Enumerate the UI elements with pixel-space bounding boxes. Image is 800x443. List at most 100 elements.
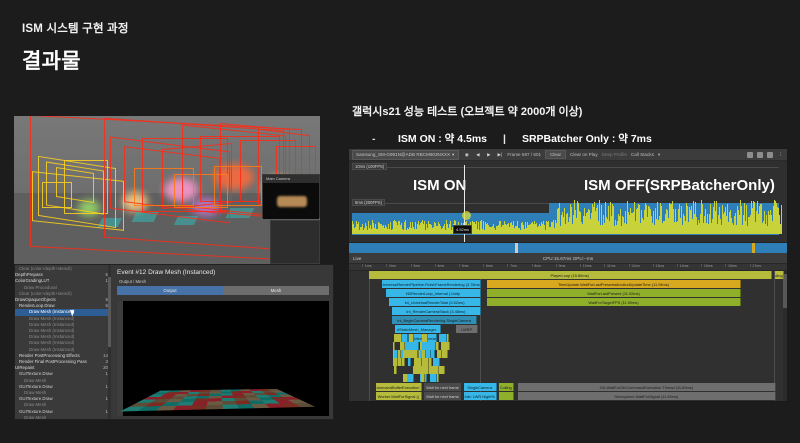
flame-bar-small[interactable] — [407, 374, 415, 382]
camera-preview-panel[interactable]: Main Camera — [262, 174, 320, 218]
render-target-preview — [117, 301, 329, 416]
profiler-chart[interactable]: 10ms (100FPS) 5ms (200FPS) ISM ON ISM OF… — [349, 161, 787, 243]
flame-bar-small[interactable] — [422, 366, 429, 374]
flame-bar-small[interactable] — [441, 342, 450, 350]
unity-scene-view[interactable]: Main Camera — [14, 116, 320, 264]
flame-scrollbar[interactable] — [783, 271, 787, 402]
flame-bar-small[interactable] — [429, 342, 435, 350]
camera-preview-body — [263, 183, 319, 219]
flame-bar-small[interactable] — [442, 350, 448, 358]
gear-icon[interactable] — [767, 152, 773, 158]
chevron-down-icon: ▾ — [452, 152, 454, 158]
event-breadcrumb: Output / Mesh — [111, 276, 333, 286]
chevron-down-icon: ▾ — [658, 152, 660, 158]
next-frame-button[interactable]: ▶ — [485, 152, 492, 158]
flame-bar[interactable]: Idle: LWR.Night% — [464, 392, 497, 400]
call-stacks-dropdown[interactable]: Call Stacks — [631, 152, 654, 157]
flame-bar-small[interactable] — [424, 334, 429, 342]
ruler-tick-label: 17ms — [752, 264, 761, 268]
scene-hierarchy-overlay[interactable] — [270, 220, 320, 264]
ruler-tick-label: 7ms — [510, 264, 517, 268]
clear-button[interactable]: Clear — [545, 150, 566, 159]
frame-debugger-event-tree[interactable]: Clear (color+depth+stencil) DepthPrepass 6… — [15, 265, 111, 419]
ruler-tick-label: 13ms — [655, 264, 664, 268]
flame-bar[interactable]: Culling — [499, 383, 514, 391]
flame-bar[interactable]: CommandBufferExecution T — [376, 383, 422, 391]
flame-bar[interactable]: LWRP — [456, 325, 478, 333]
timeline-header[interactable]: Live CPU:15.67ms GPU:--ms — [349, 253, 787, 264]
timeline-flame-chart[interactable]: PlayerLoop (15.80ms)Loading (0.. Universa… — [349, 271, 787, 402]
ruler-tick-label: 14ms — [680, 264, 689, 268]
clear-on-play-toggle[interactable]: Clear on Play — [570, 152, 598, 157]
ruler-tick — [580, 264, 581, 267]
tree-row-label: Draw Mesh — [24, 415, 46, 419]
flame-bar[interactable]: PlayerLoop (15.80ms) — [369, 271, 772, 279]
flame-bar-small[interactable] — [414, 350, 419, 358]
flame-bar-small[interactable] — [429, 366, 439, 374]
menu-icon[interactable]: ⋮ — [777, 152, 784, 158]
deep-profile-toggle[interactable]: Deep Profile — [602, 152, 627, 157]
flame-bar-small[interactable] — [414, 358, 422, 366]
ruler-tick — [532, 264, 533, 267]
flame-bar[interactable]: Gfx.WaitForGfxCommandExecution Thread (1… — [518, 383, 776, 391]
flame-bar[interactable]: HDRenderLoop_Internal | Unity — [386, 289, 481, 297]
first-frame-button[interactable]: ◀ — [474, 152, 481, 158]
tab-output[interactable]: Output — [117, 286, 223, 295]
frame-debugger-tree-row[interactable]: Draw Mesh — [15, 415, 111, 419]
flame-bar[interactable]: #StaticMesh_Manager. — [395, 325, 441, 333]
bullet-dash: - — [372, 133, 398, 145]
frame-debugger-detail-pane: Event #12 Draw Mesh (Instanced) Output /… — [111, 265, 333, 419]
slide-kicker: ISM 시스템 구현 과정 — [22, 20, 129, 36]
flame-bar[interactable]: Worker.WaitForSignal () — [376, 392, 422, 400]
flame-bar[interactable]: Semaphore.WaitForSignal (11.60ms) — [518, 392, 776, 400]
frame-debugger-window[interactable]: Clear (color+depth+stencil) DepthPrepass 6… — [14, 264, 334, 420]
target-device-dropdown[interactable]: Samsung_SM-G991N@ADB RBCM603NXXX ▾ — [352, 150, 459, 160]
ruler-tick-label: 8ms — [534, 264, 541, 268]
ruler-tick — [386, 264, 387, 267]
ruler-tick — [653, 264, 654, 267]
save-icon[interactable] — [747, 152, 753, 158]
flame-bar-small[interactable] — [398, 358, 403, 366]
flame-bar-small[interactable] — [394, 334, 402, 342]
flame-bar[interactable]: Inl_RenderCameraStack (3.48ms) — [392, 307, 481, 315]
tab-mesh[interactable]: Mesh — [223, 286, 329, 295]
unity-profiler-window[interactable]: Samsung_SM-G991N@ADB RBCM603NXXX ▾ ◉ ◀ ▶… — [348, 148, 788, 402]
ruler-tick-label: 4ms — [437, 264, 444, 268]
flame-bar-small[interactable] — [394, 350, 397, 358]
flame-bar[interactable]: TimeUpdate.WaitForLastPresentationAndUpd… — [487, 280, 741, 288]
flame-bar-small[interactable] — [437, 350, 442, 358]
flame-bar[interactable]: SingleCamera — [464, 383, 497, 391]
flame-bar[interactable]: JOB 0.30s — [464, 401, 497, 402]
last-frame-button[interactable]: ▶| — [496, 152, 503, 158]
flame-bar[interactable]: WaitForTargetFPS (11.90ms) — [487, 298, 741, 306]
flame-bar-small[interactable] — [422, 350, 426, 358]
record-icon[interactable]: ◉ — [463, 152, 470, 158]
flame-bar[interactable]: WaitForLastPresent (11.92ms) — [487, 289, 741, 297]
flame-bar-small[interactable] — [433, 358, 440, 366]
device-name: Samsung_SM-G991N@ADB RBCM603NXXX — [356, 152, 450, 157]
flame-bar-small[interactable] — [429, 358, 432, 366]
flame-bar-small[interactable] — [402, 334, 408, 342]
flame-bar-small[interactable] — [393, 342, 395, 350]
flame-bar-small[interactable] — [393, 358, 397, 366]
flame-bar-small[interactable] — [409, 342, 419, 350]
flame-bar-small[interactable] — [400, 342, 405, 350]
flame-bar-small[interactable] — [408, 358, 411, 366]
flame-bar-small[interactable] — [394, 366, 397, 374]
checker-cell — [190, 405, 208, 410]
profiler-toolbar[interactable]: Samsung_SM-G991N@ADB RBCM603NXXX ▾ ◉ ◀ ▶… — [349, 149, 787, 161]
flame-bar[interactable]: UniversalRenderPipeline.FinishFrameRende… — [382, 280, 481, 288]
flame-bar-small[interactable] — [439, 334, 447, 342]
output-mesh-tabs[interactable]: Output Mesh — [117, 286, 329, 295]
flame-bar-small[interactable] — [430, 374, 438, 382]
flame-bar-small[interactable] — [421, 374, 426, 382]
flame-bar[interactable]: Wait for next frame — [424, 392, 461, 400]
flame-bar[interactable]: Inl_UniversalRenderTotal (3.52ms) — [389, 298, 481, 306]
load-icon[interactable] — [757, 152, 763, 158]
flame-bar[interactable]: Wait for next frame — [424, 383, 461, 391]
bounds-wireframe — [214, 166, 262, 206]
flame-bar[interactable]: Inl_BeginCameraRendering.SingleCamera — [392, 316, 477, 324]
flame-bar[interactable] — [499, 392, 514, 400]
flame-bar[interactable]: Loading (0.. — [775, 271, 785, 279]
camera-preview-content — [277, 196, 307, 207]
